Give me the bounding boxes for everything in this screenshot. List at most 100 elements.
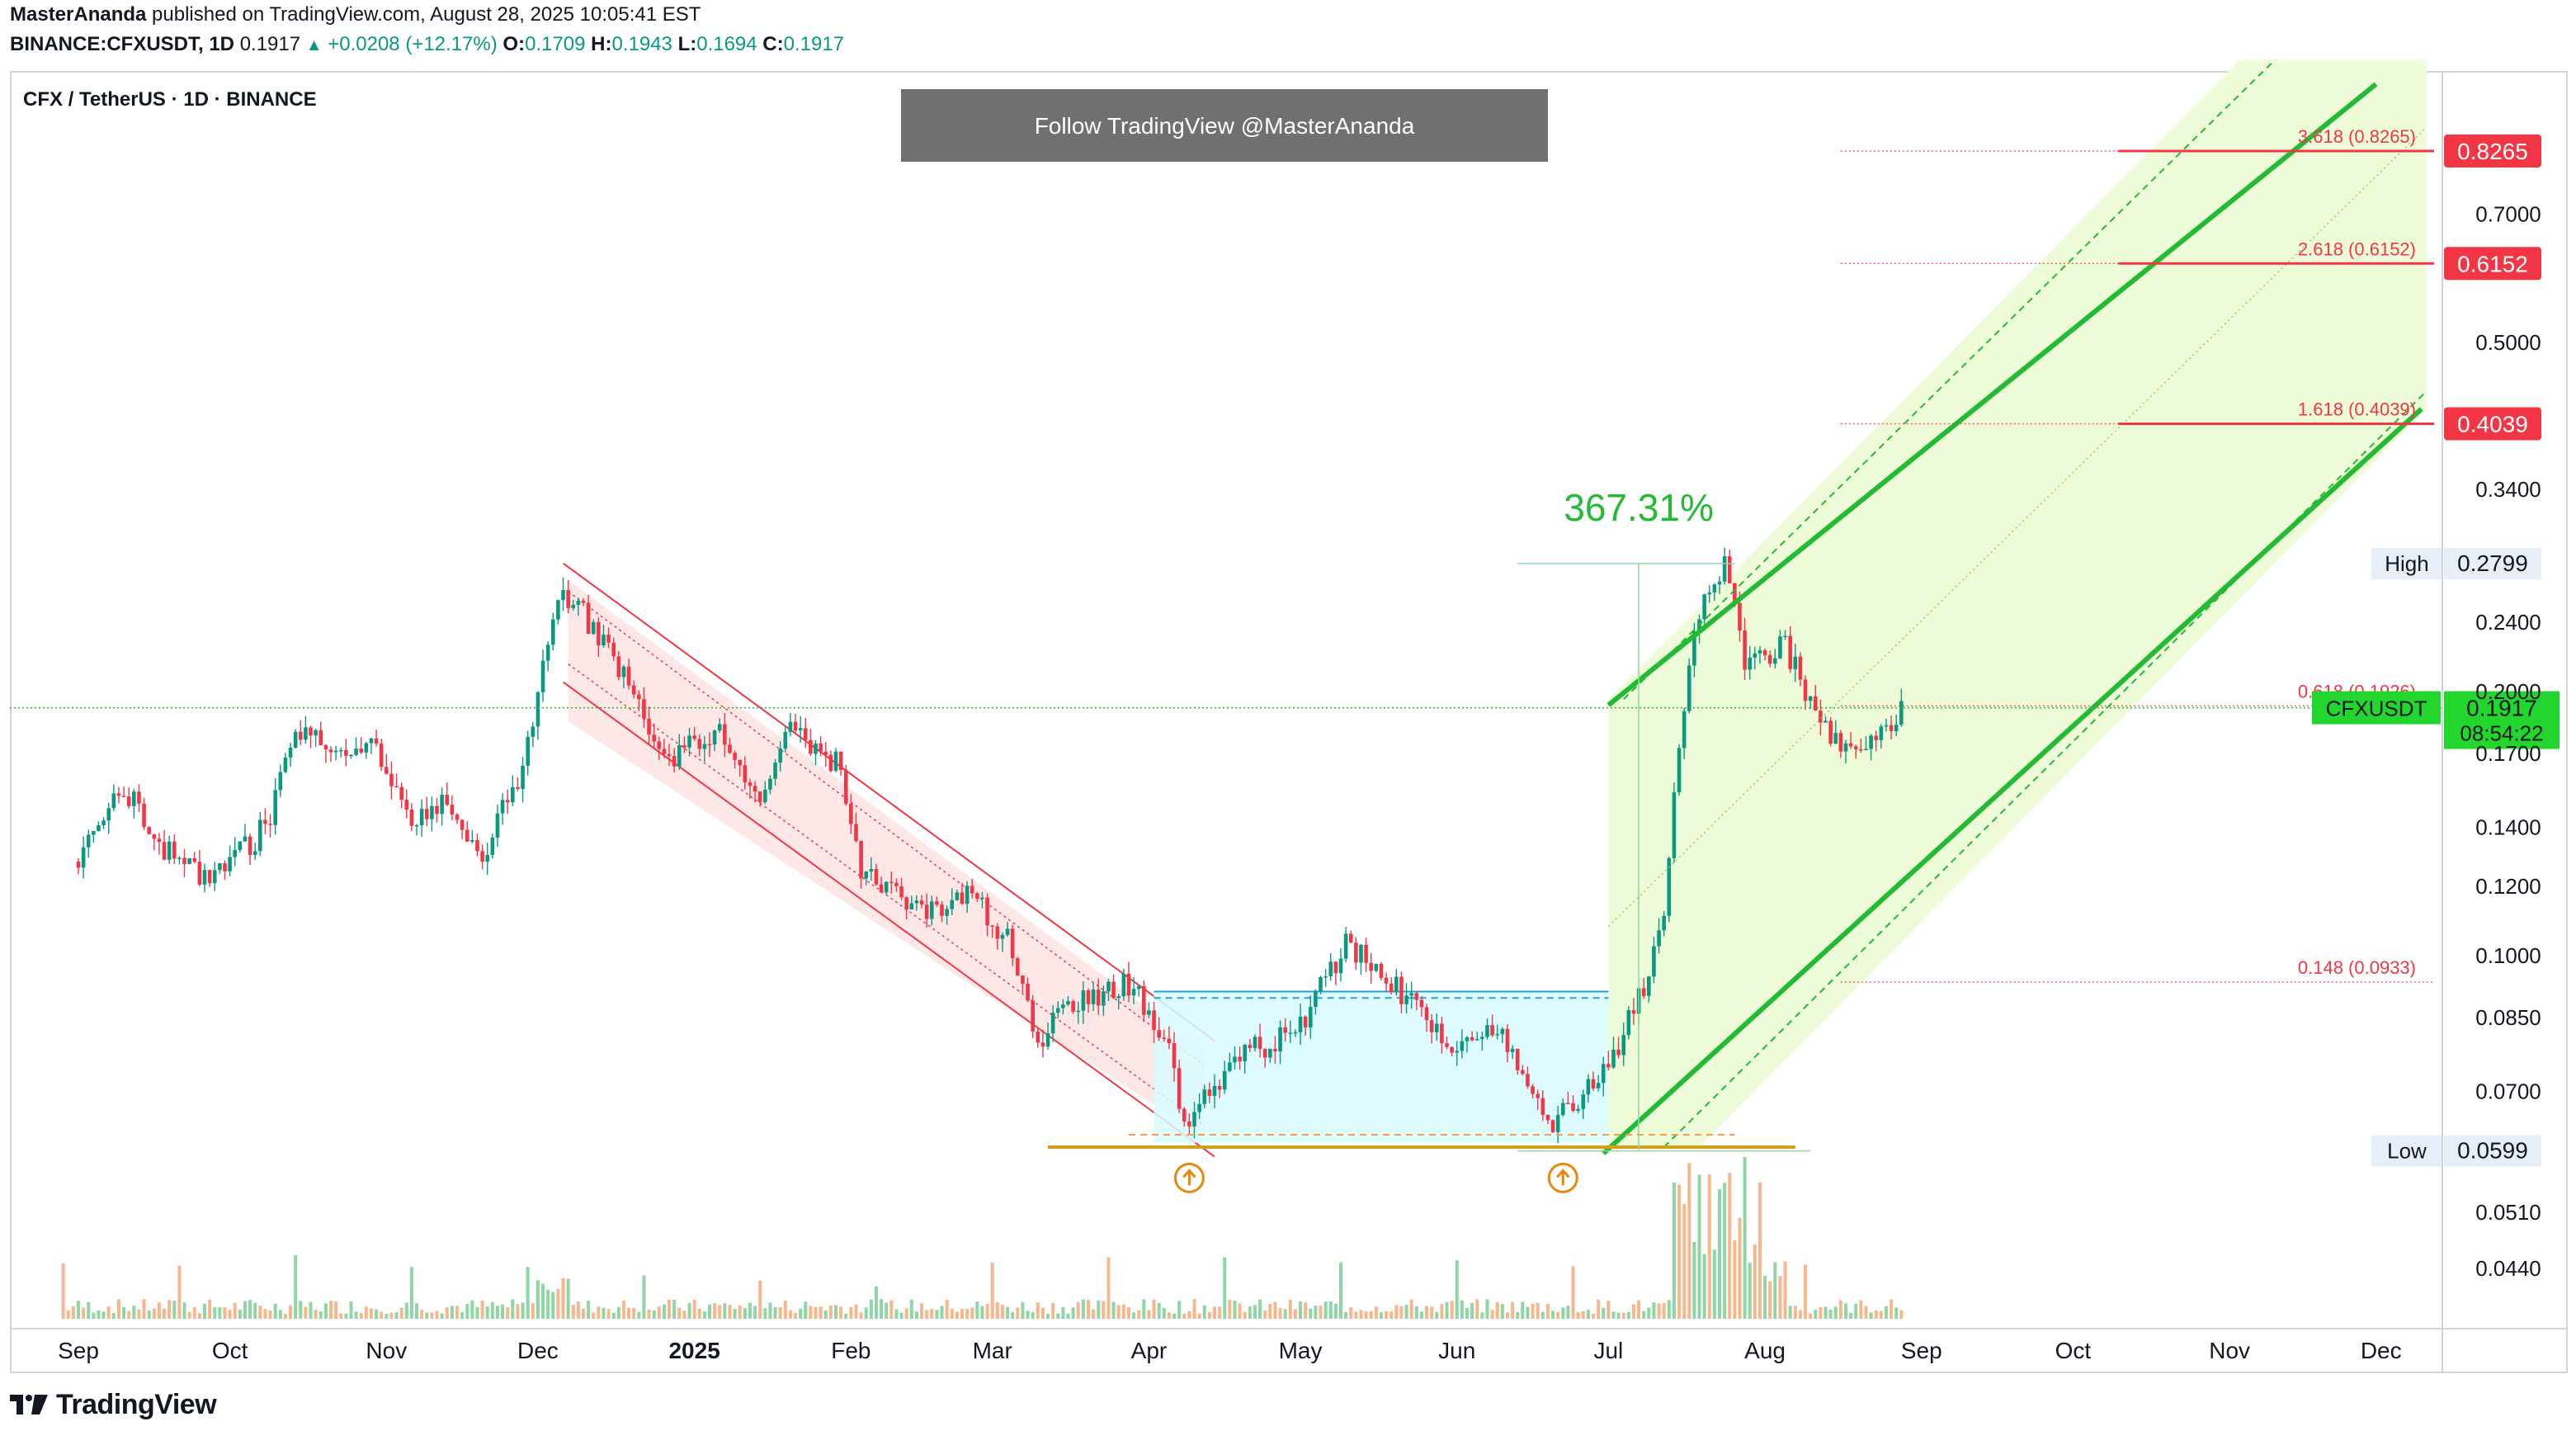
low-value: 0.1694 <box>696 33 757 55</box>
candle-body <box>768 778 772 790</box>
candle-body <box>389 773 394 786</box>
volume-bar <box>1798 1310 1802 1319</box>
volume-bar <box>511 1299 515 1319</box>
volume-bar <box>1299 1301 1303 1319</box>
candle-body <box>1192 1112 1196 1126</box>
candle-body <box>1808 696 1813 701</box>
volume-bar <box>1611 1311 1616 1319</box>
candle-body <box>1323 976 1328 978</box>
volume-bar <box>101 1311 106 1319</box>
volume-bar <box>1304 1302 1308 1319</box>
volume-bar <box>1566 1306 1570 1319</box>
candle-body <box>1404 995 1408 1004</box>
volume-bar <box>925 1310 929 1319</box>
tradingview-logo[interactable]: TradingView <box>10 1386 217 1423</box>
candle-body <box>1314 990 1318 1008</box>
volume-bar <box>1571 1266 1575 1319</box>
volume-bar <box>1804 1264 1808 1319</box>
candle-body <box>864 871 869 879</box>
volume-bar <box>950 1308 954 1319</box>
candle-body <box>495 813 500 838</box>
candle-body <box>1172 1043 1177 1069</box>
candle-body <box>1722 556 1727 582</box>
candle-body <box>712 730 717 745</box>
candle-body <box>723 724 727 745</box>
volume-bar <box>1121 1304 1125 1319</box>
candle-body <box>1828 720 1833 744</box>
candle-body <box>1228 1062 1232 1071</box>
volume-bar <box>763 1308 767 1319</box>
volume-bar <box>1102 1301 1106 1319</box>
candle-body <box>1359 944 1363 963</box>
volume-bar <box>1097 1300 1101 1319</box>
volume-bar <box>1228 1299 1232 1319</box>
candle-body <box>1626 1010 1631 1036</box>
volume-bar <box>218 1307 222 1319</box>
volume-bar <box>531 1303 535 1319</box>
volume-bar <box>1056 1313 1060 1319</box>
volume-bar <box>1531 1303 1535 1319</box>
candle-body <box>778 749 782 763</box>
candle-body <box>1773 658 1777 664</box>
volume-bar <box>1278 1308 1282 1319</box>
candle-body <box>1470 1037 1474 1041</box>
volume-bar <box>1263 1310 1267 1319</box>
candle-body <box>1813 696 1818 711</box>
volume-bar <box>1207 1311 1211 1319</box>
volume-bar <box>1844 1303 1847 1319</box>
volume-bar <box>1723 1183 1727 1319</box>
candle-body <box>1419 999 1424 1008</box>
volume-bar <box>794 1313 798 1319</box>
high-value: 0.1943 <box>611 33 672 55</box>
volume-bar <box>142 1299 146 1319</box>
volume-bar <box>980 1306 984 1319</box>
candle-body <box>1298 1016 1303 1032</box>
candle-body <box>142 803 146 828</box>
volume-bar <box>163 1308 167 1319</box>
volume-bar <box>1657 1303 1661 1319</box>
candle-body <box>1748 657 1753 670</box>
candle-body <box>1853 746 1858 749</box>
candle-body <box>430 805 434 819</box>
candle-body <box>566 590 570 608</box>
volume-bar <box>778 1307 782 1319</box>
candle-body <box>702 744 707 749</box>
volume-bar <box>1283 1309 1287 1319</box>
candle-body <box>1717 581 1722 585</box>
x-tick-label: Jul <box>1593 1338 1623 1363</box>
candle-body <box>1859 749 1863 751</box>
candle-body <box>1050 1013 1055 1034</box>
candle-body <box>945 909 949 916</box>
candle-body <box>288 747 293 758</box>
volume-bar <box>450 1306 454 1319</box>
candle-body <box>1531 1086 1535 1094</box>
price-tag-value-bg <box>2444 547 2541 579</box>
candle-body <box>682 745 686 748</box>
candle-body <box>1783 635 1787 638</box>
volume-bar <box>788 1310 792 1319</box>
candle-body <box>1136 985 1141 989</box>
author-name[interactable]: MasterAnanda <box>10 3 147 26</box>
x-tick-label: May <box>1279 1338 1323 1363</box>
x-tick-label: Oct <box>212 1338 248 1363</box>
x-tick-label: Jun <box>1438 1338 1475 1363</box>
candle-body <box>364 743 369 753</box>
candle-body <box>1434 1023 1439 1032</box>
volume-bar <box>97 1310 101 1319</box>
last-price-value: 0.1917 <box>2466 696 2537 721</box>
candle-body <box>1157 1030 1161 1038</box>
volume-bar <box>1268 1303 1272 1319</box>
candle-body <box>1319 977 1323 991</box>
volume-bar <box>834 1305 837 1319</box>
volume-bar <box>1602 1307 1606 1319</box>
candle-body <box>662 749 667 754</box>
volume-bar <box>1763 1276 1767 1319</box>
volume-bar <box>1273 1301 1277 1319</box>
volume-bar <box>955 1311 959 1319</box>
volume-bar <box>197 1313 201 1319</box>
candle-body <box>1460 1041 1465 1051</box>
volume-bar <box>1061 1307 1065 1319</box>
volume-bar <box>1783 1261 1787 1319</box>
candle-body <box>773 763 777 779</box>
